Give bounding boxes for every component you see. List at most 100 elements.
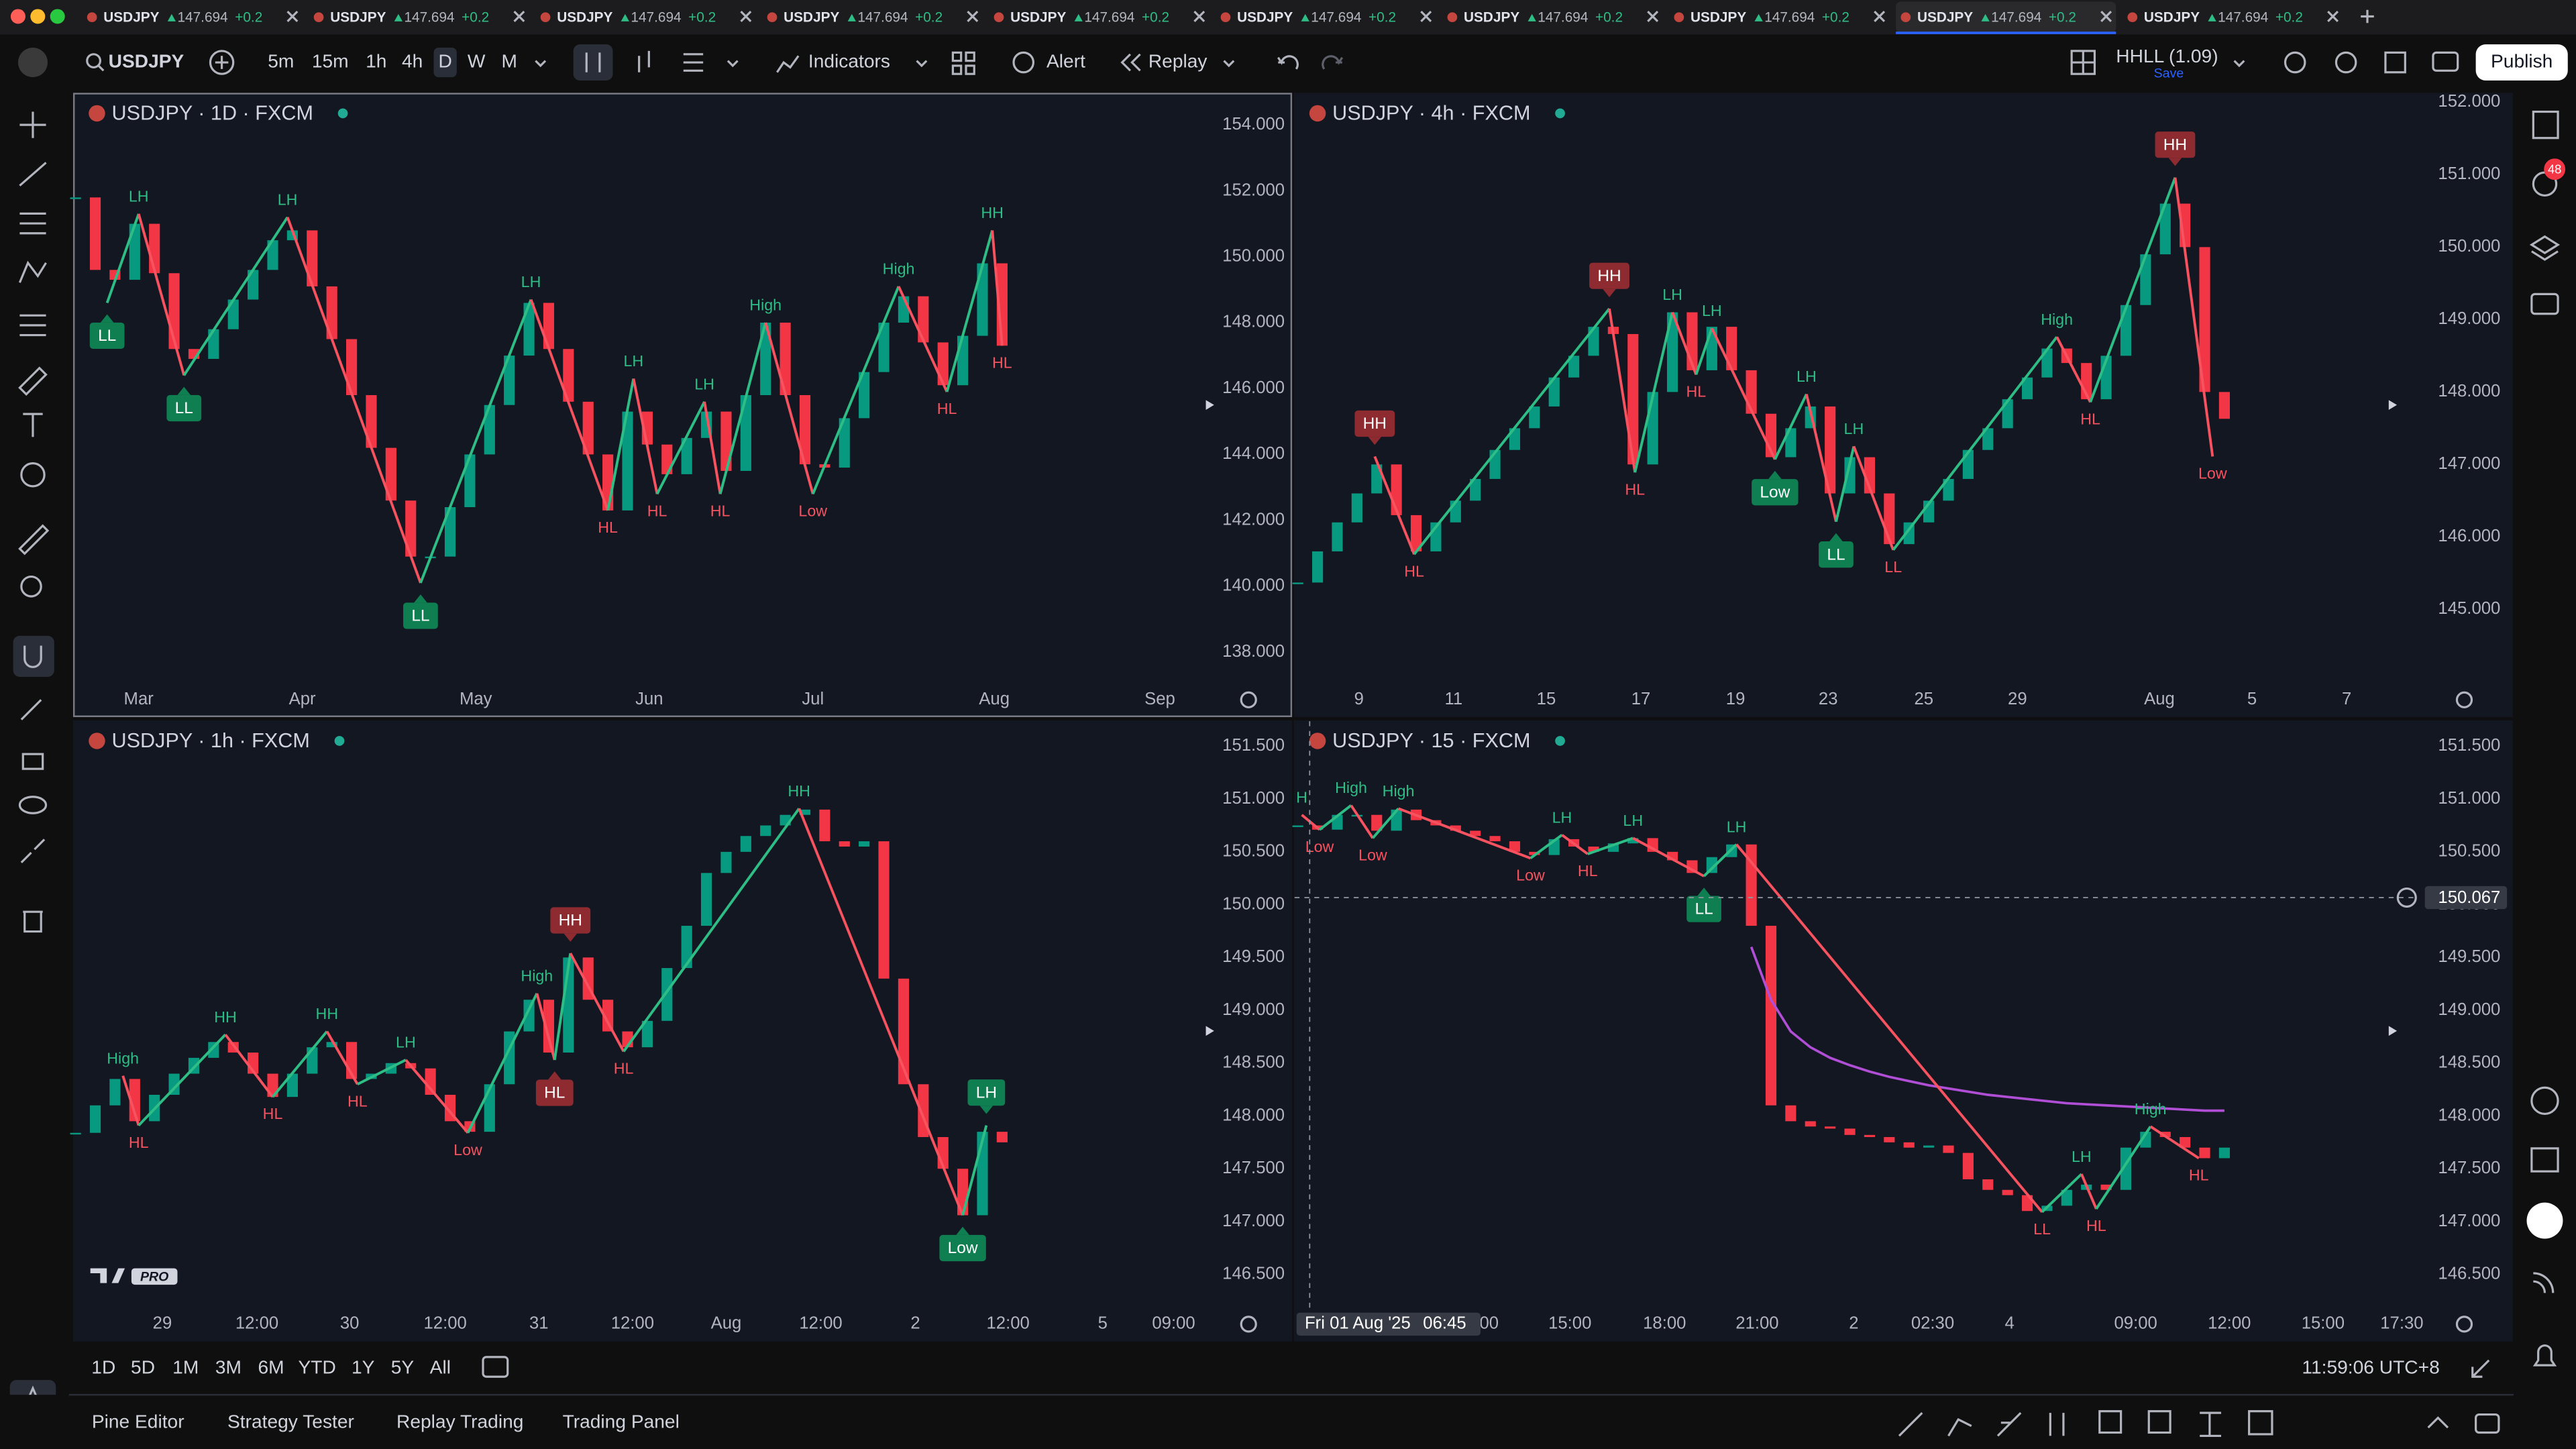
layout-name[interactable]: HHLL (1.09)	[2116, 46, 2218, 66]
axis-settings[interactable]	[2455, 691, 2473, 708]
tab-close[interactable]	[2327, 11, 2339, 22]
scroll-marker[interactable]	[1205, 1026, 1214, 1036]
chats[interactable]	[2530, 292, 2559, 315]
watchlist[interactable]	[2532, 110, 2559, 140]
chart-panel[interactable]: USDJPY · 1h · FXCM 151.500 151.000 150.500 1…	[70, 720, 1293, 1342]
text-tool[interactable]	[23, 413, 43, 437]
indicators-menu[interactable]	[916, 60, 928, 68]
tab-close[interactable]	[2100, 11, 2112, 22]
new-tab[interactable]	[2361, 9, 2374, 23]
shortcut-range[interactable]	[2200, 1411, 2222, 1437]
interval-button[interactable]: 4h	[402, 50, 423, 71]
tab-close[interactable]	[286, 11, 299, 22]
shortcut-line[interactable]	[1898, 1411, 1923, 1437]
window-zoom[interactable]	[50, 9, 65, 24]
alert-button[interactable]: Alert	[1046, 50, 1085, 71]
window-minimize[interactable]	[30, 9, 46, 24]
range-button[interactable]: 1M	[172, 1356, 199, 1377]
calendar[interactable]	[2530, 1147, 2559, 1173]
interval-button[interactable]: M	[501, 50, 517, 71]
chart-panel[interactable]: USDJPY · 1D · FXCM 154.000 152.000 150.000 1…	[70, 93, 1293, 717]
scroll-marker[interactable]	[2388, 1026, 2398, 1036]
tab[interactable]	[309, 1, 529, 33]
tab[interactable]	[762, 1, 983, 33]
axis-settings[interactable]	[2455, 1316, 2473, 1333]
chart-menu[interactable]	[727, 60, 739, 68]
notifications[interactable]	[2532, 1344, 2557, 1366]
panel-toggle[interactable]	[2475, 1413, 2500, 1434]
tab-close[interactable]	[740, 11, 752, 22]
interval-button[interactable]: 1h	[366, 50, 386, 71]
ruler-tool[interactable]	[18, 524, 50, 555]
range-button[interactable]: 6M	[258, 1356, 284, 1377]
tab[interactable]	[82, 1, 303, 33]
tech-icon[interactable]	[2530, 1086, 2559, 1115]
streams[interactable]	[2533, 1272, 2555, 1293]
tab-close[interactable]	[513, 11, 525, 22]
interval-button[interactable]: W	[468, 50, 486, 71]
compare-button[interactable]	[209, 50, 235, 75]
replay-button[interactable]: Replay	[1148, 50, 1208, 71]
tab-close[interactable]	[967, 11, 979, 22]
save-status[interactable]: Save	[2154, 66, 2184, 80]
snapshot[interactable]	[2432, 51, 2459, 72]
tab[interactable]	[1442, 1, 1663, 33]
window-close[interactable]	[10, 9, 25, 24]
forecast-tool[interactable]	[19, 314, 46, 337]
axis-settings[interactable]	[1240, 1316, 1257, 1333]
publish-button[interactable]	[2475, 44, 2568, 80]
brush-tool[interactable]	[18, 366, 48, 396]
tab[interactable]	[2123, 1, 2343, 33]
range-button[interactable]: All	[430, 1356, 451, 1377]
bar-type-icon[interactable]	[638, 50, 650, 72]
footer-tab[interactable]: Pine Editor	[92, 1411, 184, 1432]
list-icon[interactable]	[683, 53, 704, 72]
fib-tool[interactable]	[19, 212, 46, 235]
axis-settings[interactable]	[1240, 691, 1257, 708]
settings[interactable]	[2334, 51, 2357, 74]
icon-tool[interactable]	[20, 462, 46, 488]
crosshair-plus[interactable]	[2396, 887, 2417, 908]
interval-button[interactable]: D	[439, 50, 452, 71]
lock-tool[interactable]	[21, 753, 44, 770]
stay-drawing[interactable]	[20, 699, 42, 720]
avatar[interactable]	[17, 48, 48, 78]
chart-panel[interactable]: USDJPY · 15 · FXCM 151.500 151.000 150.500 1…	[1292, 720, 2513, 1342]
maximize[interactable]	[2471, 1359, 2490, 1378]
range-button[interactable]: 1Y	[352, 1356, 375, 1377]
undo[interactable]	[1277, 55, 1299, 70]
shortcut-ray[interactable]	[1996, 1411, 2022, 1437]
range-button[interactable]: 1D	[91, 1356, 115, 1377]
link-tool[interactable]	[20, 839, 46, 863]
tab[interactable]	[535, 1, 756, 33]
layout-menu[interactable]	[2233, 60, 2245, 68]
date-range[interactable]	[482, 1356, 509, 1378]
crosshair-tool[interactable]	[19, 111, 46, 138]
range-button[interactable]: 3M	[215, 1356, 241, 1377]
trend-line-tool[interactable]	[19, 162, 47, 186]
tab-close[interactable]	[1193, 11, 1205, 22]
tab-close[interactable]	[1420, 11, 1432, 22]
symbol-search[interactable]: USDJPY	[109, 50, 184, 71]
chart-type-active[interactable]	[573, 44, 613, 80]
tab[interactable]	[1669, 1, 1890, 33]
shortcut-price[interactable]	[2147, 1410, 2171, 1434]
tab[interactable]	[989, 1, 1210, 33]
quick-search[interactable]	[2284, 51, 2306, 74]
shortcut-bars[interactable]	[2049, 1413, 2065, 1436]
indicators-button[interactable]: Indicators	[808, 50, 890, 71]
collapse-panel[interactable]	[2427, 1416, 2449, 1429]
clock[interactable]: 11:59:06 UTC+8	[2302, 1356, 2439, 1377]
search-icon[interactable]	[86, 53, 101, 68]
redo[interactable]	[1322, 55, 1344, 70]
tab[interactable]	[1216, 1, 1436, 33]
fullscreen[interactable]	[2384, 51, 2406, 74]
data-window[interactable]	[2529, 235, 2561, 261]
footer-tab[interactable]: Strategy Tester	[227, 1411, 354, 1432]
delete-tool[interactable]	[23, 910, 43, 933]
footer-tab[interactable]: Trading Panel	[563, 1411, 680, 1432]
zoom-tool[interactable]	[20, 576, 42, 598]
range-button[interactable]: 5D	[131, 1356, 155, 1377]
tab-close[interactable]	[1647, 11, 1659, 22]
replay-menu[interactable]	[1223, 60, 1235, 68]
